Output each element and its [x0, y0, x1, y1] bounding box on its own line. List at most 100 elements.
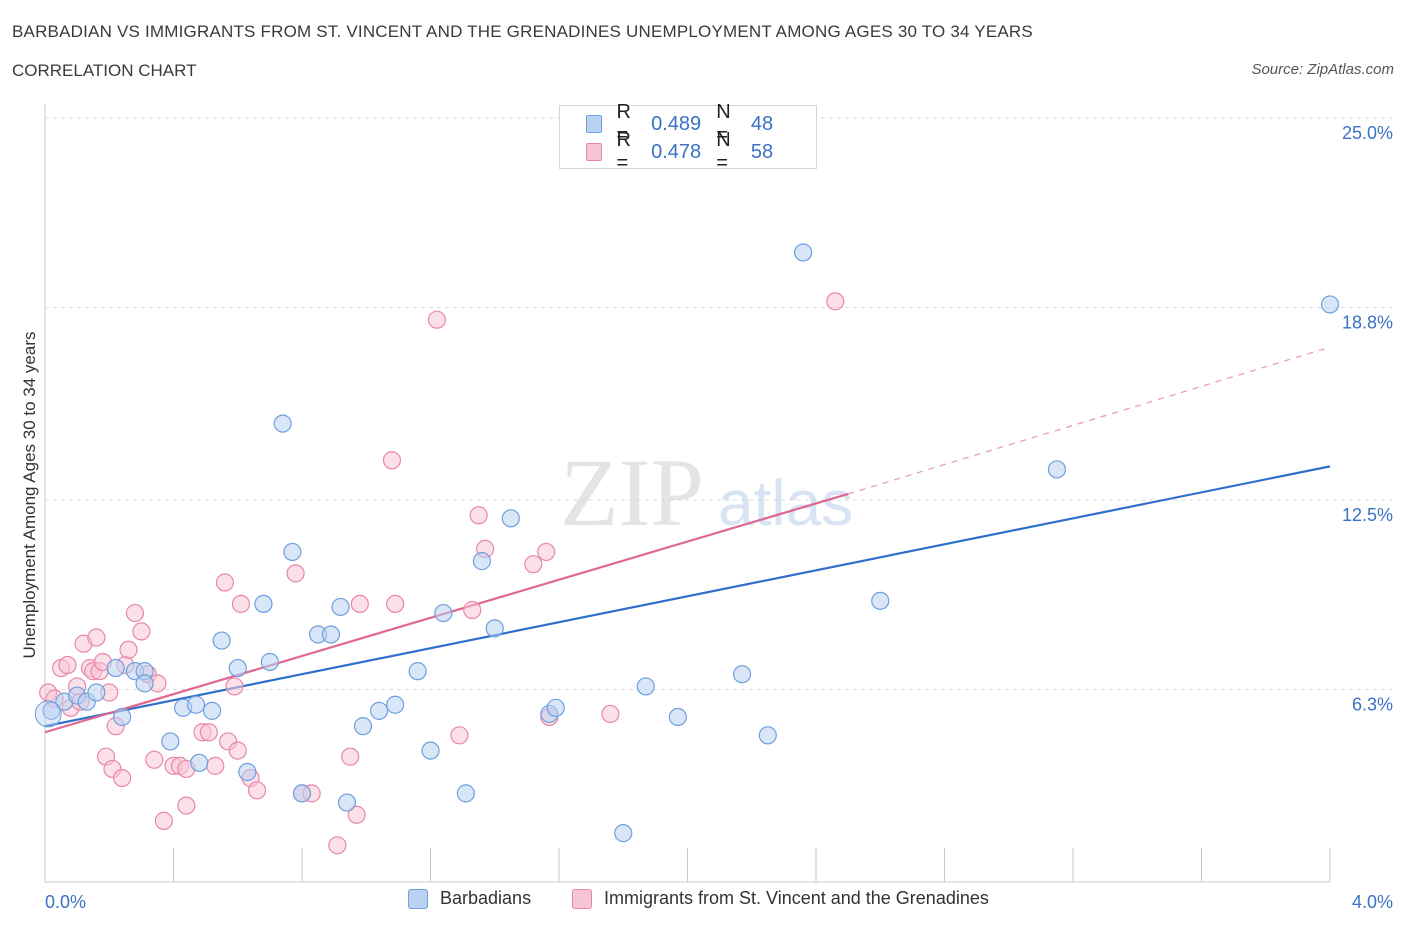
immigrant-point [427, 310, 447, 329]
barbadian-point [202, 701, 222, 720]
x-tick-label: 4.0% [1352, 892, 1393, 912]
immigrant-point [87, 628, 106, 647]
barbadian-cluster-point [34, 700, 62, 728]
source-label: Source: ZipAtlas.com [1251, 61, 1394, 78]
immigrant-point [119, 640, 138, 659]
immigrant-point [350, 594, 369, 614]
barbadian-point [733, 665, 752, 684]
immigrant-point [154, 811, 173, 830]
n-value: 58 [750, 140, 774, 163]
immigrant-point [328, 836, 347, 855]
legend-row-immigrants: R = 0.478 N = 58 [586, 129, 816, 174]
immigrant-point [382, 451, 402, 470]
barbadian-point [112, 707, 132, 727]
barbadian-point [331, 597, 350, 617]
barbadian-point [353, 717, 373, 736]
watermark-atlas: atlas [718, 467, 853, 539]
immigrant-point [537, 542, 556, 562]
y-tick-label: 18.8% [1342, 312, 1393, 332]
n-label: N = [716, 129, 731, 174]
barbadian-point [421, 741, 440, 760]
immigrant-point [58, 655, 77, 675]
y-tick-label: 25.0% [1342, 123, 1393, 143]
immigrant-point [177, 796, 196, 815]
immigrant-point [347, 805, 366, 824]
barbadian-point [1047, 460, 1067, 479]
r-value: 0.478 [651, 140, 702, 163]
barbadian-point [190, 753, 209, 772]
barbadian-point [871, 591, 890, 610]
barbadian-point [106, 658, 125, 678]
immigrant-point [524, 555, 543, 574]
correlation-legend: R = 0.489 N = 48 R = 0.478 N = 58 [559, 101, 817, 174]
immigrant-point [215, 573, 234, 592]
legend-row-barbadians: R = 0.489 N = 48 [586, 101, 816, 146]
barbadian-point [668, 707, 687, 727]
barbadian-point [614, 824, 633, 843]
barbadian-point [370, 701, 389, 720]
n-value: 48 [750, 112, 774, 135]
r-label: R = [616, 101, 631, 146]
barbadian-point [501, 509, 520, 528]
immigrant-point [206, 756, 225, 775]
immigrant-point [132, 622, 151, 641]
barbadian-point [485, 619, 504, 638]
barbadian-point [42, 701, 61, 720]
barbadian-trend-line [44, 465, 1331, 728]
barbadian-point [273, 414, 292, 433]
series-legend: Barbadians Immigrants from St. Vincent a… [0, 888, 1406, 916]
immigrant-point [199, 723, 218, 742]
barbadian-point [212, 631, 231, 650]
r-label: R = [616, 129, 631, 174]
barbadian-point [87, 683, 106, 702]
immigrant-point [231, 594, 251, 614]
blue-swatch [408, 888, 428, 909]
x-tick-label: 0.0% [45, 892, 86, 912]
barbadian-point [758, 726, 777, 745]
legend-label: Barbadians [440, 888, 532, 908]
watermark-zip: ZIP [560, 439, 704, 546]
r-value: 0.489 [651, 112, 702, 135]
barbadian-point [546, 698, 565, 717]
barbadian-point [321, 625, 341, 644]
immigrant-trend-extension [847, 346, 1331, 495]
barbadian-point [292, 784, 312, 803]
immigrant-point [125, 603, 145, 623]
immigrant-point [469, 506, 488, 525]
immigrant-point [225, 677, 244, 696]
barbadian-point [186, 695, 206, 714]
immigrant-point [112, 768, 132, 788]
chart-subtitle: CORRELATION CHART [12, 61, 197, 80]
n-label: N = [716, 101, 731, 146]
barbadian-point [636, 677, 655, 696]
barbadian-point [337, 793, 357, 812]
barbadian-point [386, 695, 405, 714]
immigrant-point [463, 600, 482, 620]
barbadian-point [228, 658, 247, 678]
immigrant-point [247, 781, 267, 800]
barbadian-point [238, 762, 257, 782]
immigrant-point [145, 750, 164, 769]
immigrant-point [450, 726, 469, 745]
watermark: ZIP atlas [560, 439, 853, 546]
barbadian-point [408, 662, 427, 681]
legend-item-barbadians[interactable]: Barbadians [408, 888, 531, 909]
barbadian-point [456, 784, 475, 803]
barbadian-point [135, 674, 154, 693]
y-tick-label: 12.5% [1342, 505, 1393, 525]
blue-swatch [586, 115, 603, 133]
barbadian-point [283, 542, 302, 562]
data-points [34, 243, 1340, 855]
barbadian-point [1320, 295, 1340, 314]
barbadian-point [254, 594, 273, 614]
immigrant-point [341, 747, 360, 766]
axes [44, 104, 1331, 883]
immigrant-point [286, 564, 305, 583]
legend-item-immigrants[interactable]: Immigrants from St. Vincent and the Gren… [572, 888, 989, 909]
immigrant-point [826, 292, 845, 311]
legend-label: Immigrants from St. Vincent and the Gren… [604, 888, 989, 908]
immigrant-point [601, 704, 620, 724]
chart-title: BARBADIAN VS IMMIGRANTS FROM ST. VINCENT… [12, 22, 1033, 41]
barbadian-point [472, 552, 491, 571]
